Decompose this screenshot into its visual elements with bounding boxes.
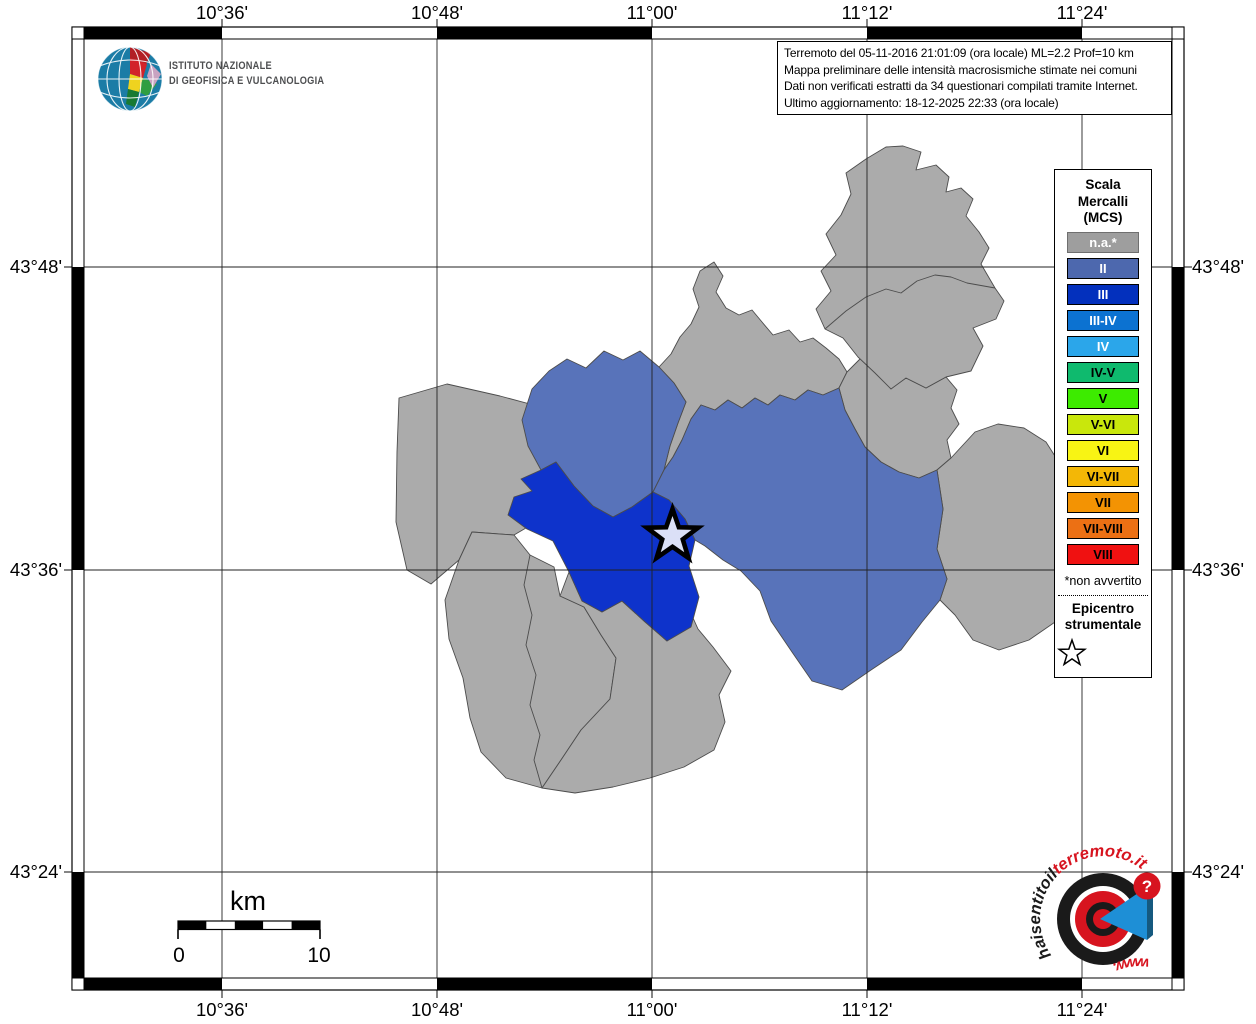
legend-item-V-VI: V-VI xyxy=(1067,413,1139,435)
legend-items: n.a.* II III III-IV IV IV-V V V-VI VI VI-VII VII VI… xyxy=(1055,231,1151,565)
info-line-data-source: Dati non verificati estratti da 34 quest… xyxy=(784,79,1138,94)
axis-label-bottom-4: 11°12' xyxy=(841,999,893,1020)
scale-bar-start: 0 xyxy=(173,944,185,967)
axis-label-left-3: 43°24' xyxy=(9,861,62,882)
legend-epicenter-label: Epicentro strumentale xyxy=(1064,600,1142,633)
ingv-logo: ISTITUTO NAZIONALE DI GEOFISICA E VULCAN… xyxy=(95,44,425,114)
logo-www-text: www. xyxy=(1110,954,1150,976)
info-line-map-type: Mappa preliminare delle intensità macros… xyxy=(784,62,1137,77)
info-line-event: Terremoto del 05-11-2016 21:01:09 (ora l… xyxy=(784,46,1134,60)
axis-label-top-3: 11°00' xyxy=(626,2,678,23)
axis-label-bottom-5: 11°24' xyxy=(1056,999,1108,1020)
municipality-boundary-line xyxy=(824,274,996,330)
logo-text-haisentito: haisentito xyxy=(1026,875,1055,963)
legend-item-VII: VII xyxy=(1067,491,1139,513)
map-frame xyxy=(71,26,1185,991)
municipality-polygon-iii xyxy=(507,461,700,642)
axis-label-right-2: 43°36' xyxy=(1192,559,1245,580)
axis-label-top-5: 11°24' xyxy=(1056,2,1108,23)
frame-ticks xyxy=(64,19,1192,998)
legend-footnote: *non avvertito xyxy=(1064,573,1142,588)
municipality-boundary-line xyxy=(523,554,543,789)
scale-bar-unit: km xyxy=(230,886,266,916)
ingv-name-line2: DI GEOFISICA E VULCANOLOGIA xyxy=(169,75,325,87)
legend-title: Scala Mercalli (MCS) xyxy=(1077,177,1129,225)
logo-question-circle xyxy=(1133,872,1161,900)
legend-item-VI-VII: VI-VII xyxy=(1067,465,1139,487)
legend-item-V: V xyxy=(1067,387,1139,409)
info-line-last-update: Ultimo aggiornamento: 18-12-2025 22:33 (… xyxy=(784,95,1059,110)
legend-divider xyxy=(1058,594,1148,596)
municipality-polygon-ii xyxy=(652,387,948,691)
axis-label-top-4: 11°12' xyxy=(841,2,893,23)
axis-label-top-1: 10°36' xyxy=(195,2,249,23)
scale-bar-end: 10 xyxy=(307,944,330,967)
logo-question-mark: ? xyxy=(1142,877,1152,896)
axis-label-bottom-2: 10°48' xyxy=(410,999,464,1020)
axis-label-right-1: 43°48' xyxy=(1192,256,1245,277)
haisentitoilterremoto-logo: ? haisentitoilterremoto.it www. xyxy=(1026,842,1161,976)
legend-item-III-IV: III-IV xyxy=(1067,309,1139,331)
municipality-polygon xyxy=(815,145,1005,390)
axis-label-left-1: 43°48' xyxy=(9,256,62,277)
legend-item-n.a.*: n.a.* xyxy=(1067,231,1139,253)
ingv-wordmark: ISTITUTO NAZIONALE DI GEOFISICA E VULCAN… xyxy=(169,59,324,89)
logo-megaphone-icon xyxy=(1100,887,1147,940)
epicenter-star-marker xyxy=(640,501,705,564)
legend-item-III: III xyxy=(1067,283,1139,305)
axis-label-left-2: 43°36' xyxy=(9,559,62,580)
scale-bar: km 0 10 xyxy=(173,886,331,967)
legend-item-VIII: VIII xyxy=(1067,543,1139,565)
axis-label-bottom-1: 10°36' xyxy=(195,999,249,1020)
municipalities-intensity-ii xyxy=(521,350,948,691)
legend-item-IV-V: IV-V xyxy=(1067,361,1139,383)
legend-item-IV: IV xyxy=(1067,335,1139,357)
legend-item-VII-VIII: VII-VIII xyxy=(1067,517,1139,539)
axis-label-bottom-3: 11°00' xyxy=(626,999,678,1020)
legend-item-VI: VI xyxy=(1067,439,1139,461)
ingv-name-line1: ISTITUTO NAZIONALE xyxy=(169,60,272,72)
earthquake-info-box: Terremoto del 05-11-2016 21:01:09 (ora l… xyxy=(777,41,1172,116)
ingv-globe-icon xyxy=(97,46,163,112)
legend-item-II: II xyxy=(1067,257,1139,279)
axis-label-right-3: 43°24' xyxy=(1192,861,1245,882)
axis-label-top-2: 10°48' xyxy=(410,2,464,23)
mercalli-scale-legend: Scala Mercalli (MCS) n.a.* II III III-IV IV I… xyxy=(1054,169,1152,678)
epicenter-star-icon xyxy=(1056,637,1088,666)
